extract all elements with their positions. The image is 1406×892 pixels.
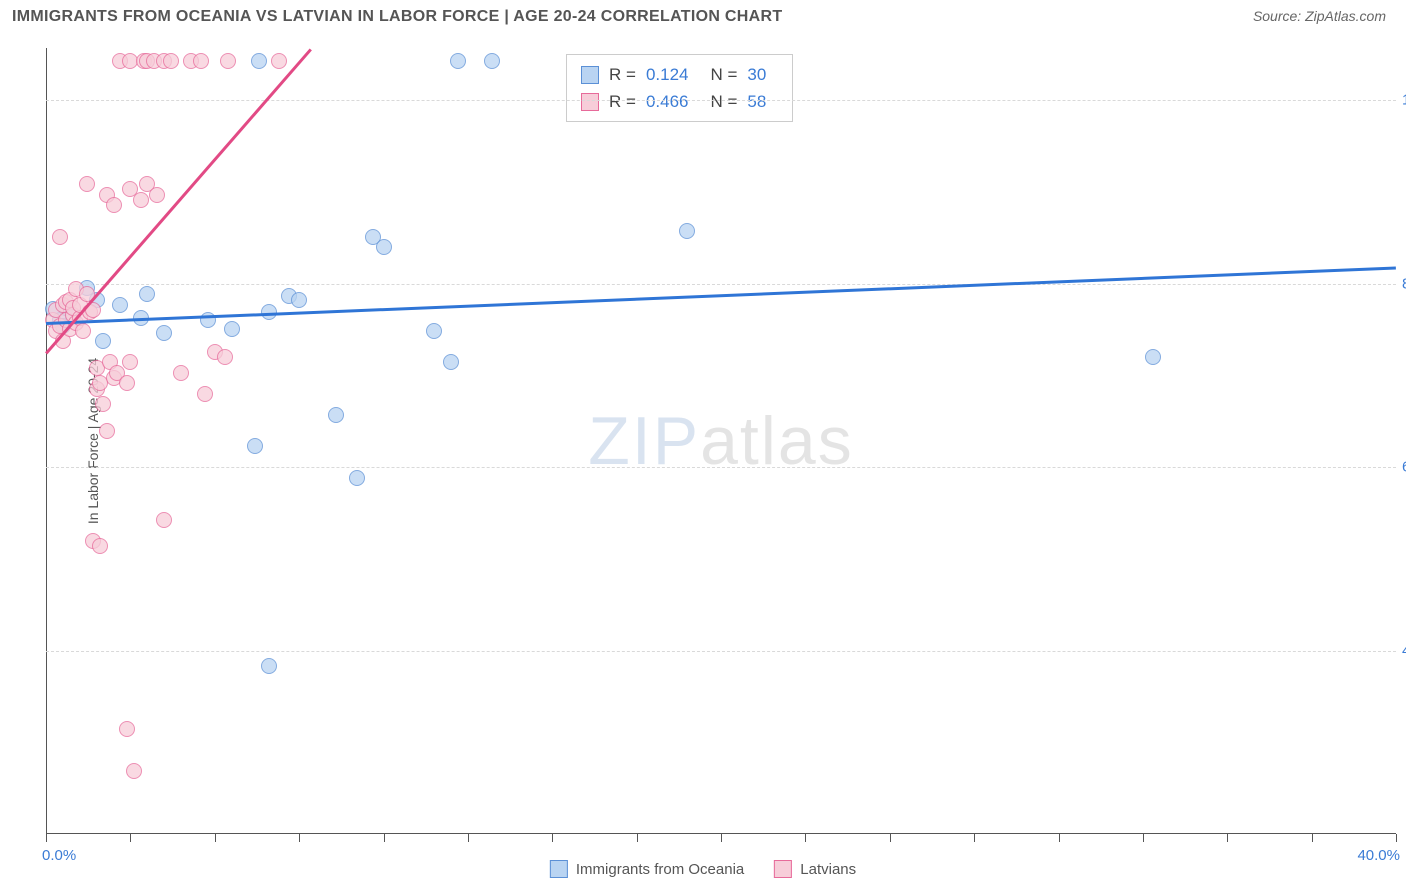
grid-line	[46, 467, 1396, 468]
scatter-point-oceania	[450, 53, 466, 69]
x-tick	[1396, 834, 1397, 842]
scatter-point-latvians	[119, 375, 135, 391]
y-tick-label: 47.5%	[1402, 642, 1406, 659]
chart-title: IMMIGRANTS FROM OCEANIA VS LATVIAN IN LA…	[12, 8, 782, 26]
bottom-legend-item-latvians: Latvians	[774, 860, 856, 878]
r-label: R =	[609, 61, 636, 88]
legend-swatch-oceania	[581, 66, 599, 84]
scatter-point-oceania	[291, 292, 307, 308]
n-value: 58	[747, 88, 766, 115]
x-tick	[299, 834, 300, 842]
r-label: R =	[609, 88, 636, 115]
scatter-point-oceania	[224, 321, 240, 337]
scatter-point-latvians	[122, 354, 138, 370]
r-value: 0.124	[646, 61, 689, 88]
scatter-point-oceania	[679, 223, 695, 239]
scatter-point-latvians	[197, 386, 213, 402]
scatter-point-oceania	[1145, 349, 1161, 365]
n-value: 30	[747, 61, 766, 88]
r-value: 0.466	[646, 88, 689, 115]
x-tick	[974, 834, 975, 842]
scatter-point-oceania	[95, 333, 111, 349]
scatter-point-oceania	[247, 438, 263, 454]
y-tick-label: 82.5%	[1402, 275, 1406, 292]
scatter-point-latvians	[95, 396, 111, 412]
x-tick	[805, 834, 806, 842]
scatter-point-oceania	[139, 286, 155, 302]
scatter-point-oceania	[251, 53, 267, 69]
stat-legend-row-latvians: R = 0.466 N = 58	[581, 88, 778, 115]
scatter-point-oceania	[261, 658, 277, 674]
scatter-point-latvians	[92, 538, 108, 554]
bottom-legend-item-oceania: Immigrants from Oceania	[550, 860, 744, 878]
x-tick	[1312, 834, 1313, 842]
grid-line	[46, 651, 1396, 652]
x-tick	[721, 834, 722, 842]
legend-swatch-oceania	[550, 860, 568, 878]
scatter-point-latvians	[126, 763, 142, 779]
stat-legend: R = 0.124 N = 30 R = 0.466 N = 58	[566, 54, 793, 122]
scatter-point-latvians	[271, 53, 287, 69]
grid-line	[46, 100, 1396, 101]
source-label: Source: ZipAtlas.com	[1253, 8, 1386, 24]
grid-line	[46, 284, 1396, 285]
scatter-point-latvians	[133, 192, 149, 208]
x-max-label: 40.0%	[1357, 847, 1400, 864]
y-axis-line	[46, 48, 47, 834]
scatter-point-oceania	[349, 470, 365, 486]
scatter-point-oceania	[443, 354, 459, 370]
legend-swatch-latvians	[774, 860, 792, 878]
scatter-point-latvians	[99, 423, 115, 439]
scatter-point-latvians	[149, 187, 165, 203]
stat-legend-row-oceania: R = 0.124 N = 30	[581, 61, 778, 88]
trend-line-oceania	[46, 266, 1396, 324]
plot-wrap: In Labor Force | Age 20-24 ZIPatlas R =0…	[46, 48, 1396, 834]
scatter-point-latvians	[163, 53, 179, 69]
scatter-point-oceania	[112, 297, 128, 313]
x-tick	[130, 834, 131, 842]
x-tick	[46, 834, 47, 842]
x-tick	[637, 834, 638, 842]
x-tick	[1059, 834, 1060, 842]
plot-area: In Labor Force | Age 20-24 ZIPatlas R =0…	[46, 48, 1396, 834]
n-label: N =	[710, 88, 737, 115]
scatter-point-latvians	[193, 53, 209, 69]
title-bar: IMMIGRANTS FROM OCEANIA VS LATVIAN IN LA…	[0, 0, 1406, 34]
scatter-point-oceania	[484, 53, 500, 69]
y-tick-label: 100.0%	[1402, 92, 1406, 109]
legend-label: Latvians	[800, 861, 856, 878]
scatter-point-oceania	[328, 407, 344, 423]
scatter-point-latvians	[119, 721, 135, 737]
y-tick-label: 65.0%	[1402, 459, 1406, 476]
scatter-point-latvians	[156, 512, 172, 528]
scatter-point-latvians	[79, 176, 95, 192]
legend-label: Immigrants from Oceania	[576, 861, 744, 878]
legend-swatch-latvians	[581, 93, 599, 111]
scatter-point-latvians	[173, 365, 189, 381]
n-label: N =	[710, 61, 737, 88]
scatter-point-latvians	[52, 229, 68, 245]
scatter-point-latvians	[217, 349, 233, 365]
x-tick	[552, 834, 553, 842]
scatter-point-latvians	[106, 197, 122, 213]
x-tick	[215, 834, 216, 842]
scatter-point-latvians	[220, 53, 236, 69]
scatter-point-oceania	[376, 239, 392, 255]
scatter-point-oceania	[156, 325, 172, 341]
x-tick	[384, 834, 385, 842]
x-tick	[890, 834, 891, 842]
scatter-point-oceania	[426, 323, 442, 339]
x-min-label: 0.0%	[42, 847, 76, 864]
bottom-legend: Immigrants from Oceania Latvians	[550, 860, 856, 878]
watermark: ZIPatlas	[588, 402, 853, 480]
x-tick	[1143, 834, 1144, 842]
x-tick	[468, 834, 469, 842]
x-tick	[1227, 834, 1228, 842]
scatter-point-latvians	[75, 323, 91, 339]
